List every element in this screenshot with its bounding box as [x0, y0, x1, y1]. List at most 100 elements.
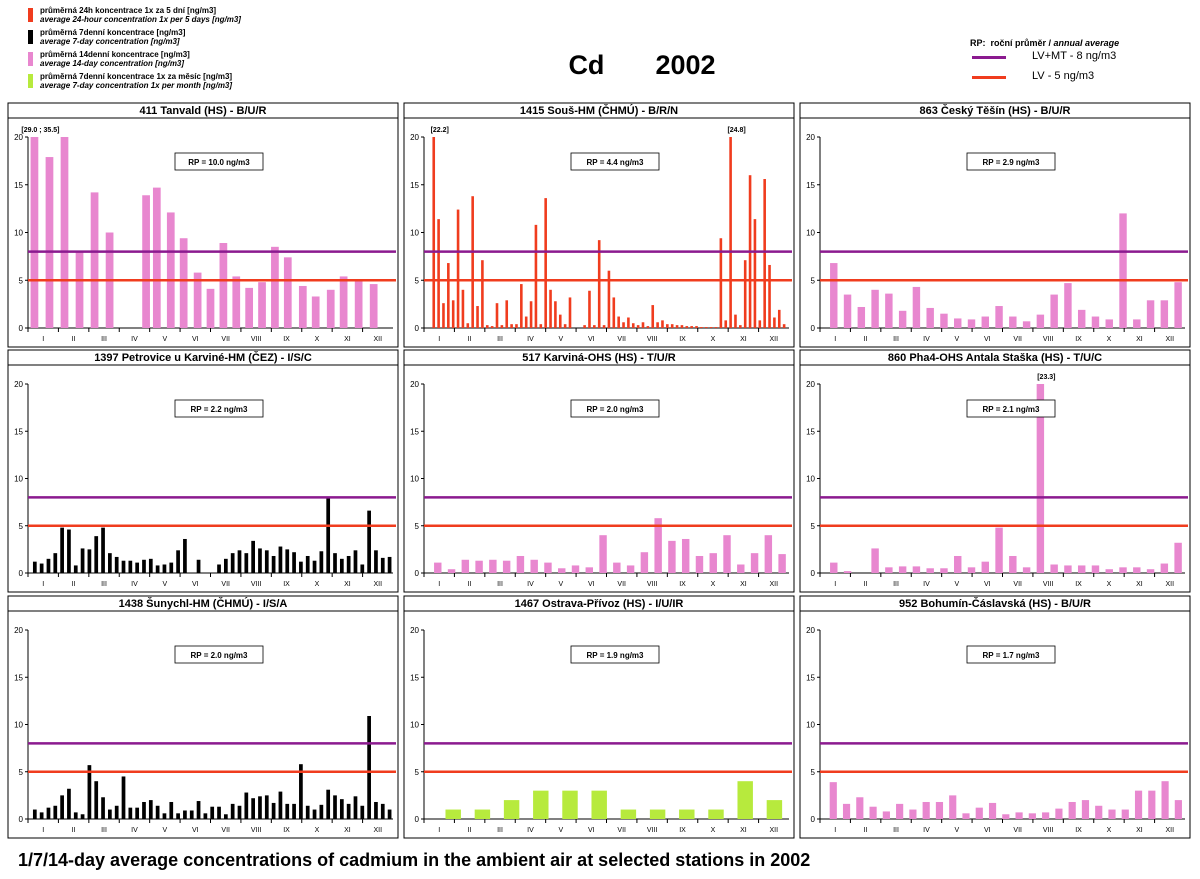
month-label: IX — [1075, 827, 1082, 834]
month-label: VIII — [1043, 336, 1054, 343]
panel-frame — [7, 349, 399, 593]
panel-title: 411 Tanvald (HS) - B/U/R — [140, 105, 267, 117]
legend-item-14day: průměrná 14denní koncentrace [ng/m3] ave… — [28, 50, 358, 68]
data-bar — [734, 314, 737, 328]
data-bar — [909, 809, 917, 819]
month-label: X — [315, 827, 320, 834]
data-bar — [1174, 282, 1182, 328]
data-bar — [445, 809, 461, 819]
month-label: VIII — [251, 581, 262, 588]
data-bar — [451, 300, 455, 328]
data-bar — [583, 325, 586, 328]
month-label: XII — [374, 827, 383, 834]
month-label: IX — [283, 581, 290, 588]
panel-frame — [7, 595, 399, 839]
data-bar — [1042, 812, 1050, 819]
lv-label: LV - 5 ng/m3 — [1032, 70, 1095, 82]
month-label: VI — [984, 336, 991, 343]
chart-panel: 860 Pha4-OHS Antala Staška (HS) - T/U/C 0… — [799, 349, 1191, 593]
data-bar — [1022, 321, 1031, 328]
data-bar — [940, 313, 948, 328]
data-bar — [176, 550, 180, 573]
lv-line-swatch — [972, 76, 1006, 79]
data-bar — [237, 550, 242, 573]
data-bar — [292, 552, 296, 573]
element-name: Cd — [568, 50, 605, 80]
data-bar — [922, 801, 930, 819]
data-bar — [179, 238, 188, 328]
month-label: I — [42, 336, 44, 343]
y-tick-label: 0 — [19, 324, 24, 333]
data-bar — [489, 559, 497, 573]
data-bar — [719, 238, 723, 328]
rp-box — [174, 399, 264, 418]
month-label: IX — [1075, 336, 1082, 343]
limit-lv: LV - 5 ng/m3 — [970, 68, 1190, 88]
data-bar — [766, 800, 783, 819]
data-bar — [954, 555, 962, 573]
data-bar — [183, 538, 187, 573]
chart-panel: 1397 Petrovice u Karviné-HM (ČEZ) - I/S/… — [7, 349, 399, 593]
data-bar — [380, 557, 385, 573]
data-bar — [533, 790, 549, 819]
month-label: II — [72, 827, 76, 834]
month-label: XII — [770, 336, 779, 343]
data-bar — [1108, 809, 1116, 819]
data-bar — [685, 326, 689, 328]
data-bar — [640, 552, 649, 573]
clipped-value-annotation: [23.3] — [1037, 374, 1055, 381]
legend-label-cz: průměrná 14denní koncentrace [ng/m3] — [40, 50, 190, 59]
data-bar — [544, 562, 552, 573]
data-bar — [326, 789, 331, 819]
data-bar — [500, 325, 504, 328]
data-bar — [251, 540, 255, 573]
data-bar — [729, 137, 732, 328]
month-label: XII — [374, 336, 383, 343]
y-tick-label: 15 — [410, 427, 419, 436]
legend-swatch-24h — [28, 8, 33, 22]
data-bar — [53, 553, 58, 573]
y-tick-label: 15 — [14, 181, 23, 190]
rp-explanation: RP: roční průměr / annual average — [970, 38, 1190, 48]
y-tick-label: 15 — [14, 673, 23, 682]
data-bar — [871, 548, 879, 573]
data-bar — [258, 796, 262, 819]
legend-item-24h: průměrná 24h koncentrace 1x za 5 dní [ng… — [28, 6, 358, 24]
data-bar — [505, 300, 509, 328]
data-bar — [646, 326, 650, 328]
data-bar — [1009, 316, 1017, 328]
data-bar — [39, 563, 44, 573]
month-label: VI — [588, 336, 595, 343]
data-bar — [354, 281, 363, 328]
data-bar — [196, 801, 201, 819]
data-bar — [128, 807, 133, 819]
data-bar — [926, 568, 934, 573]
data-bar — [244, 792, 249, 819]
month-label: II — [864, 581, 868, 588]
data-bar — [912, 566, 921, 573]
data-bar — [995, 527, 1003, 573]
y-tick-label: 10 — [410, 475, 419, 484]
rp-text-cz: roční průměr / — [990, 38, 1052, 48]
data-bar — [196, 559, 201, 573]
data-bar — [602, 325, 606, 328]
data-bar — [739, 325, 742, 328]
data-bar — [319, 804, 324, 819]
month-label: XII — [770, 581, 779, 588]
rp-label: RP: — [970, 38, 986, 48]
data-bar — [46, 558, 51, 573]
chart-panel: 1467 Ostrava-Přívoz (HS) - I/U/IR 0 5 10 15 2… — [403, 595, 795, 839]
month-label: I — [438, 336, 440, 343]
data-bar — [591, 790, 607, 819]
data-bar — [490, 326, 494, 328]
data-bar — [651, 305, 655, 328]
y-tick-label: 5 — [415, 522, 420, 531]
rp-box — [570, 645, 660, 664]
month-label: I — [42, 581, 44, 588]
month-label: VI — [984, 827, 991, 834]
data-bar — [843, 571, 852, 573]
data-bar — [723, 535, 731, 573]
panel-title: 1397 Petrovice u Karviné-HM (ČEZ) - I/S/… — [94, 351, 312, 364]
